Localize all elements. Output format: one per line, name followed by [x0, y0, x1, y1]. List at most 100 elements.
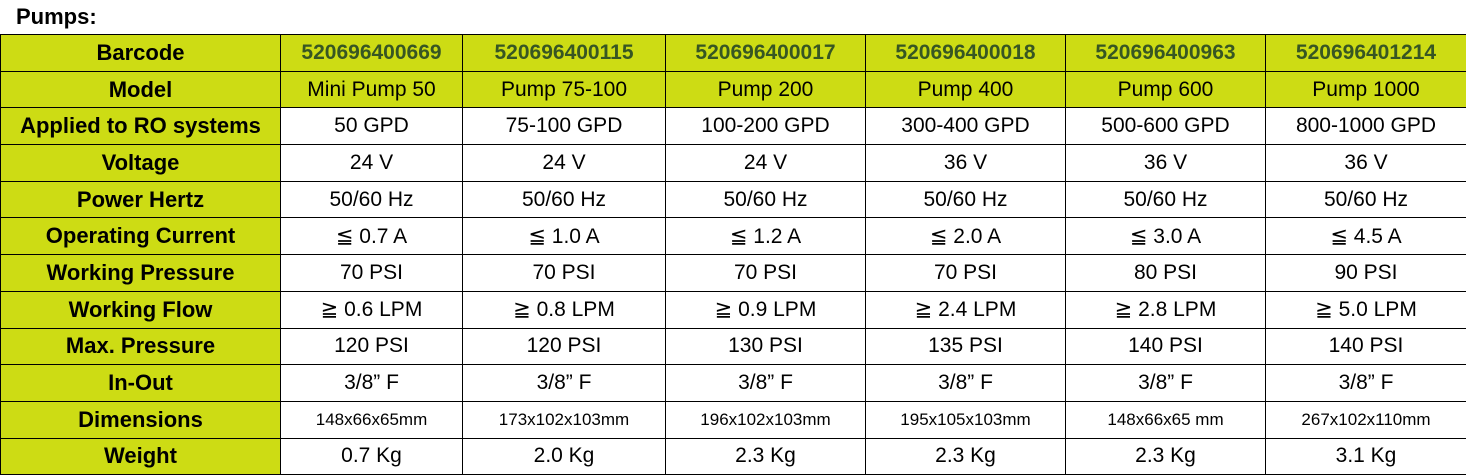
- table-row: Model Mini Pump 50 Pump 75-100 Pump 200 Pump…: [0, 70, 1466, 109]
- row-label: Model: [0, 70, 281, 109]
- cell: ≦ 1.0 A: [462, 217, 666, 256]
- row-label: Power Hertz: [0, 180, 281, 219]
- cell: 300-400 GPD: [865, 107, 1066, 146]
- cell: ≦ 4.5 A: [1265, 217, 1466, 256]
- cell: 3/8” F: [280, 364, 463, 402]
- cell: ≦ 2.0 A: [865, 217, 1066, 256]
- cell: Pump 200: [665, 70, 866, 109]
- cell: 36 V: [1265, 144, 1466, 182]
- cell: 195x105x103mm: [865, 400, 1066, 439]
- cell: 50/60 Hz: [280, 180, 463, 219]
- cell: 50/60 Hz: [462, 180, 666, 219]
- cell: 50/60 Hz: [1065, 180, 1266, 219]
- cell: ≧ 2.4 LPM: [865, 290, 1066, 329]
- cell: 50 GPD: [280, 107, 463, 146]
- cell: 50/60 Hz: [1265, 180, 1466, 219]
- row-label: Barcode: [0, 34, 281, 72]
- table-row: Working Flow ≧ 0.6 LPM ≧ 0.8 LPM ≧ 0.9 LPM ≧…: [0, 290, 1466, 329]
- row-label: Working Flow: [0, 290, 281, 329]
- row-label: Applied to RO systems: [0, 107, 281, 146]
- cell: 500-600 GPD: [1065, 107, 1266, 146]
- cell: ≦ 3.0 A: [1065, 217, 1266, 256]
- row-label: Voltage: [0, 144, 281, 182]
- cell: Pump 75-100: [462, 70, 666, 109]
- cell: ≦ 1.2 A: [665, 217, 866, 256]
- table-row: Weight 0.7 Kg 2.0 Kg 2.3 Kg 2.3 Kg 2.3 Kg 3.1 …: [0, 437, 1466, 476]
- cell: ≧ 0.9 LPM: [665, 290, 866, 329]
- cell: 3/8” F: [462, 364, 666, 402]
- cell: Pump 400: [865, 70, 1066, 109]
- cell: ≦ 0.7 A: [280, 217, 463, 256]
- cell: 135 PSI: [865, 327, 1066, 366]
- cell: 70 PSI: [462, 254, 666, 292]
- cell: 70 PSI: [865, 254, 1066, 292]
- cell: 70 PSI: [665, 254, 866, 292]
- cell: 196x102x103mm: [665, 400, 866, 439]
- cell: 800-1000 GPD: [1265, 107, 1466, 146]
- cell: ≧ 0.8 LPM: [462, 290, 666, 329]
- cell: 520696400115: [462, 34, 666, 72]
- table-row: Max. Pressure 120 PSI 120 PSI 130 PSI 135 PS…: [0, 327, 1466, 366]
- cell: 36 V: [1065, 144, 1266, 182]
- cell: Pump 600: [1065, 70, 1266, 109]
- cell: 24 V: [280, 144, 463, 182]
- cell: 3.1 Kg: [1265, 437, 1466, 476]
- cell: 80 PSI: [1065, 254, 1266, 292]
- table-row: Power Hertz 50/60 Hz 50/60 Hz 50/60 Hz 50/60…: [0, 180, 1466, 219]
- cell: 24 V: [462, 144, 666, 182]
- cell: 50/60 Hz: [665, 180, 866, 219]
- cell: 3/8” F: [665, 364, 866, 402]
- table-row: Voltage 24 V 24 V 24 V 36 V 36 V 36 V: [0, 144, 1466, 182]
- cell: 36 V: [865, 144, 1066, 182]
- cell: 100-200 GPD: [665, 107, 866, 146]
- cell: 140 PSI: [1065, 327, 1266, 366]
- cell: 520696401214: [1265, 34, 1466, 72]
- cell: 120 PSI: [462, 327, 666, 366]
- cell: ≧ 0.6 LPM: [280, 290, 463, 329]
- row-label: Operating Current: [0, 217, 281, 256]
- table-row: Dimensions 148x66x65mm 173x102x103mm 196x10…: [0, 400, 1466, 439]
- cell: ≧ 5.0 LPM: [1265, 290, 1466, 329]
- cell: 520696400017: [665, 34, 866, 72]
- cell: Pump 1000: [1265, 70, 1466, 109]
- row-label: Weight: [0, 437, 281, 476]
- cell: ≧ 2.8 LPM: [1065, 290, 1266, 329]
- cell: 520696400963: [1065, 34, 1266, 72]
- cell: 3/8” F: [1265, 364, 1466, 402]
- cell: Mini Pump 50: [280, 70, 463, 109]
- table-row: Operating Current ≦ 0.7 A ≦ 1.0 A ≦ 1.2 A ≦ …: [0, 217, 1466, 256]
- cell: 520696400669: [280, 34, 463, 72]
- cell: 70 PSI: [280, 254, 463, 292]
- cell: 0.7 Kg: [280, 437, 463, 476]
- cell: 75-100 GPD: [462, 107, 666, 146]
- table-body: Barcode 520696400669 520696400115 520696400…: [0, 34, 1466, 476]
- cell: 2.0 Kg: [462, 437, 666, 476]
- title: Pumps:: [16, 4, 97, 29]
- cell: 120 PSI: [280, 327, 463, 366]
- row-label: In-Out: [0, 364, 281, 402]
- cell: 130 PSI: [665, 327, 866, 366]
- cell: 2.3 Kg: [1065, 437, 1266, 476]
- table-row: Barcode 520696400669 520696400115 520696400…: [0, 34, 1466, 72]
- cell: 3/8” F: [1065, 364, 1266, 402]
- cell: 140 PSI: [1265, 327, 1466, 366]
- cell: 2.3 Kg: [665, 437, 866, 476]
- table-row: Working Pressure 70 PSI 70 PSI 70 PSI 70 PSI…: [0, 254, 1466, 292]
- cell: 520696400018: [865, 34, 1066, 72]
- cell: 267x102x110mm: [1265, 400, 1466, 439]
- row-label: Dimensions: [0, 400, 281, 439]
- row-label: Max. Pressure: [0, 327, 281, 366]
- table-row: Applied to RO systems 50 GPD 75-100 GPD 100…: [0, 107, 1466, 146]
- pump-table: Barcode 520696400669 520696400115 520696400…: [0, 34, 1466, 476]
- cell: 50/60 Hz: [865, 180, 1066, 219]
- row-label: Working Pressure: [0, 254, 281, 292]
- cell: 148x66x65mm: [280, 400, 463, 439]
- cell: 2.3 Kg: [865, 437, 1066, 476]
- cell: 173x102x103mm: [462, 400, 666, 439]
- cell: 3/8” F: [865, 364, 1066, 402]
- table-row: In-Out 3/8” F 3/8” F 3/8” F 3/8” F 3/8” F 3/8”…: [0, 364, 1466, 402]
- cell: 148x66x65 mm: [1065, 400, 1266, 439]
- cell: 24 V: [665, 144, 866, 182]
- cell: 90 PSI: [1265, 254, 1466, 292]
